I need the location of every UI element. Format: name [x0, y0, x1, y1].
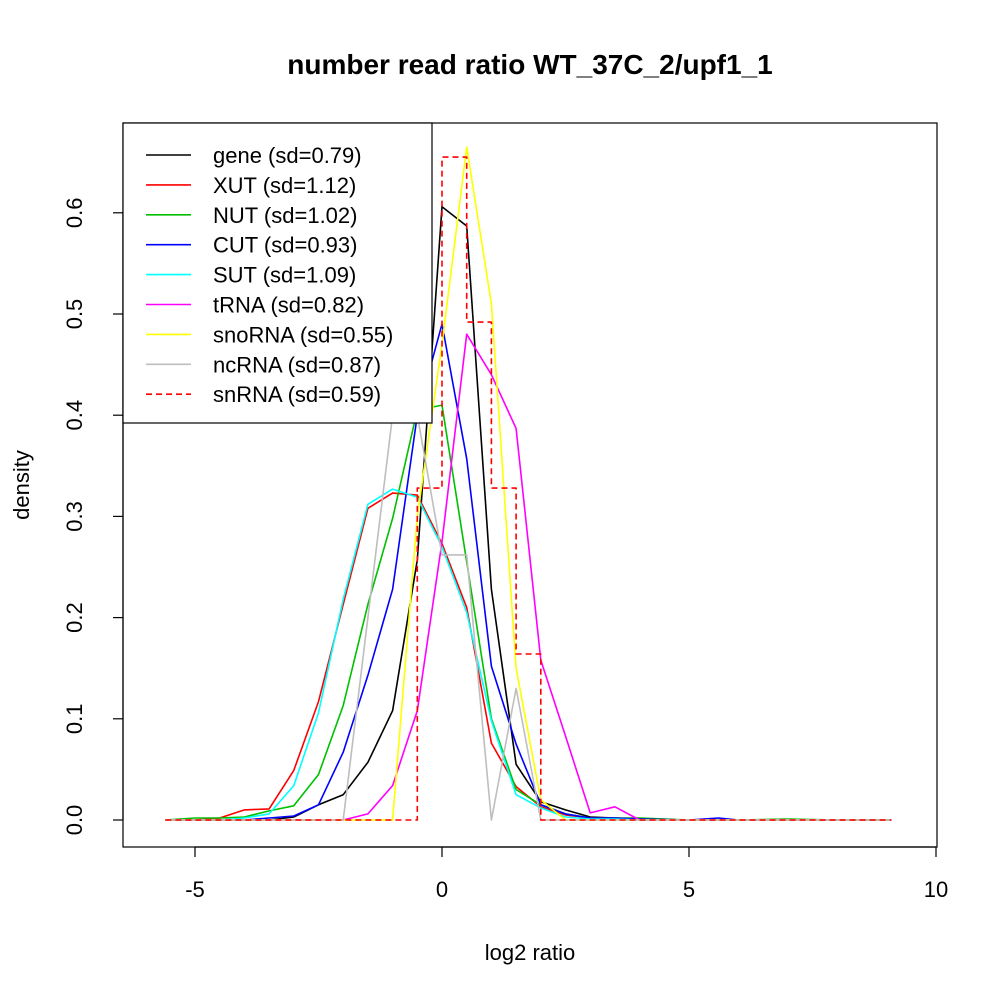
legend-label-6: snoRNA (sd=0.55) [213, 322, 393, 347]
chart-title: number read ratio WT_37C_2/upf1_1 [287, 49, 772, 80]
x-axis-label: log2 ratio [485, 940, 576, 965]
legend-label-7: ncRNA (sd=0.87) [213, 352, 381, 377]
y-axis-label: density [9, 450, 34, 520]
series-line-7 [165, 414, 892, 821]
legend-label-2: NUT (sd=1.02) [213, 203, 357, 228]
x-tick-label-1: 0 [436, 877, 448, 902]
legend-label-3: CUT (sd=0.93) [213, 233, 357, 258]
y-tick-label-4: 0.4 [62, 400, 87, 431]
legend-label-4: SUT (sd=1.09) [213, 263, 356, 288]
y-tick-label-1: 0.1 [62, 704, 87, 735]
series-line-3 [165, 323, 892, 821]
legend-label-1: XUT (sd=1.12) [213, 173, 356, 198]
y-tick-label-2: 0.2 [62, 602, 87, 633]
legend-label-0: gene (sd=0.79) [213, 143, 362, 168]
series-line-8 [165, 156, 892, 821]
x-tick-label-2: 5 [683, 877, 695, 902]
legend-label-5: tRNA (sd=0.82) [213, 293, 364, 318]
legend-label-8: snRNA (sd=0.59) [213, 382, 381, 407]
y-tick-label-6: 0.6 [62, 198, 87, 229]
legend-box [122, 122, 433, 424]
axes: -5 0 5 10 0.0 0.1 0.2 0.3 0.4 0.5 0.6 [62, 122, 948, 902]
y-tick-label-3: 0.3 [62, 501, 87, 532]
y-tick-label-5: 0.5 [62, 299, 87, 330]
legend: gene (sd=0.79) XUT (sd=1.12) NUT (sd=1.02)… [122, 122, 433, 424]
x-tick-label-0: -5 [185, 877, 205, 902]
x-tick-label-3: 10 [924, 877, 948, 902]
plot-area [165, 146, 892, 821]
y-tick-label-0: 0.0 [62, 805, 87, 836]
